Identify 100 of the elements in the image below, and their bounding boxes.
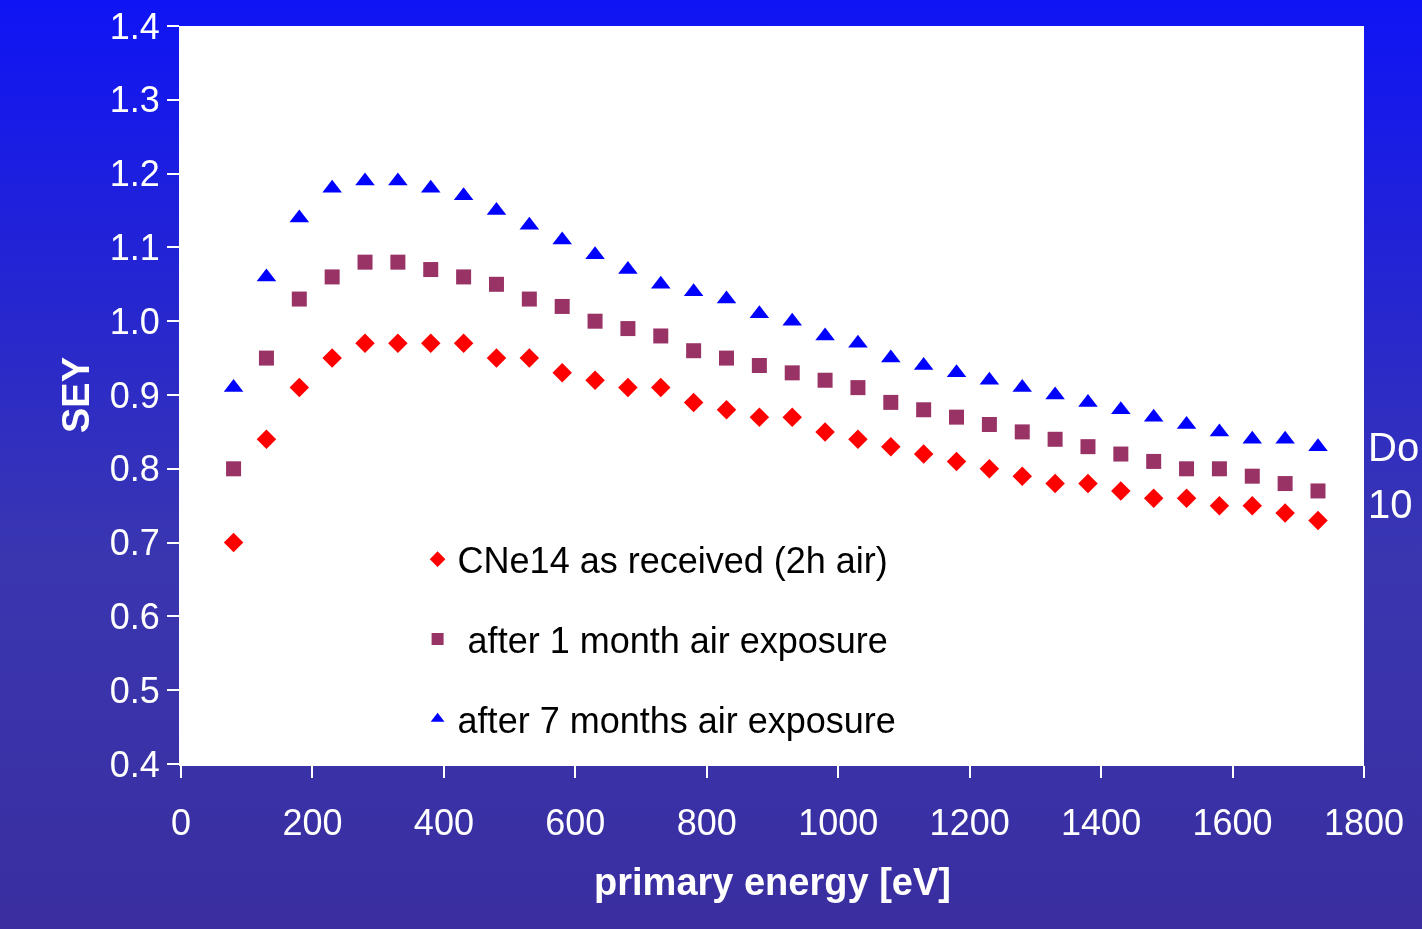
point [226,461,242,477]
point [751,357,767,373]
point [1310,483,1326,499]
point [620,321,636,337]
x-tick-label: 0 [170,802,192,844]
point [815,327,835,341]
point [258,350,274,366]
x-tick-label: 400 [413,802,474,844]
point [1113,446,1129,462]
point [1111,481,1131,501]
legend-label: after 7 months air exposure [457,699,896,741]
point [322,348,342,368]
point [1014,424,1030,440]
point [519,348,540,368]
point [357,254,373,270]
point [1080,439,1096,455]
point [521,291,537,307]
point [488,276,504,292]
point [420,333,441,354]
point [817,372,833,388]
text: 10 [1368,482,1413,526]
y-tick-label: 1.4 [109,5,160,47]
y-tick-label: 0.4 [109,743,160,785]
legend-label: after 1 month air exposure [457,619,888,661]
point [355,172,375,186]
point [1211,461,1227,477]
point [1143,488,1164,509]
point [916,402,932,418]
y-tick-label: 0.6 [109,596,160,637]
point [815,422,835,442]
point [1045,473,1065,494]
point [552,231,572,245]
point [388,333,408,354]
x-tick-label: 200 [282,802,343,844]
text: Do [1368,425,1420,469]
point [979,459,1000,479]
point [1275,430,1295,444]
point [291,291,307,307]
x-axis-title: primary energy [eV] [594,860,951,903]
point [1146,453,1162,469]
point [1012,466,1032,486]
point [782,407,802,427]
point [1078,473,1098,494]
y-tick-label: 0.9 [109,374,160,416]
point [585,370,605,390]
point [256,429,277,450]
point [1045,386,1065,400]
y-axis-title: SEY [55,356,98,434]
y-tick-label: 0.5 [109,669,160,711]
x-tick-label: 1000 [798,802,879,844]
x-tick-label: 800 [676,802,737,844]
point [423,262,439,278]
point [1179,461,1195,477]
legend-label: CNe14 as received (2h air) [457,540,888,582]
point [324,269,340,285]
point [784,365,800,381]
point [1275,503,1295,523]
y-tick-label: 1.1 [109,227,160,268]
point [848,429,868,450]
point [1277,476,1293,492]
point [355,333,375,354]
point [618,377,638,398]
point [848,334,868,348]
y-tick-label: 0.8 [109,448,160,490]
point [486,348,507,368]
point [946,451,967,472]
point [456,269,472,285]
point [1244,468,1260,484]
point [1308,510,1328,531]
point [388,172,408,186]
x-tick-label: 600 [545,802,606,844]
point [1111,401,1131,415]
y-tick-label: 1.3 [109,79,160,121]
y-tick-label: 1.0 [109,300,160,342]
point [1176,488,1197,509]
point [913,444,934,464]
point [1078,393,1098,407]
point [289,377,310,398]
point [585,246,605,260]
point [881,436,901,457]
point [949,409,965,425]
x-tick-label: 1600 [1192,802,1273,844]
point [749,407,770,427]
x-tick-label: 1800 [1323,802,1405,844]
y-tick-label: 0.7 [109,522,160,564]
point [850,380,866,396]
point [981,417,997,433]
point [686,343,702,359]
point [716,400,737,420]
point [554,298,570,314]
point [453,333,474,354]
point [1047,431,1063,447]
y-tick-label: 1.2 [109,153,160,195]
point [651,377,671,398]
point [653,328,669,344]
point [683,392,704,413]
x-tick-label: 1400 [1061,802,1142,844]
point [718,350,734,366]
point [223,532,244,553]
point [322,179,342,193]
